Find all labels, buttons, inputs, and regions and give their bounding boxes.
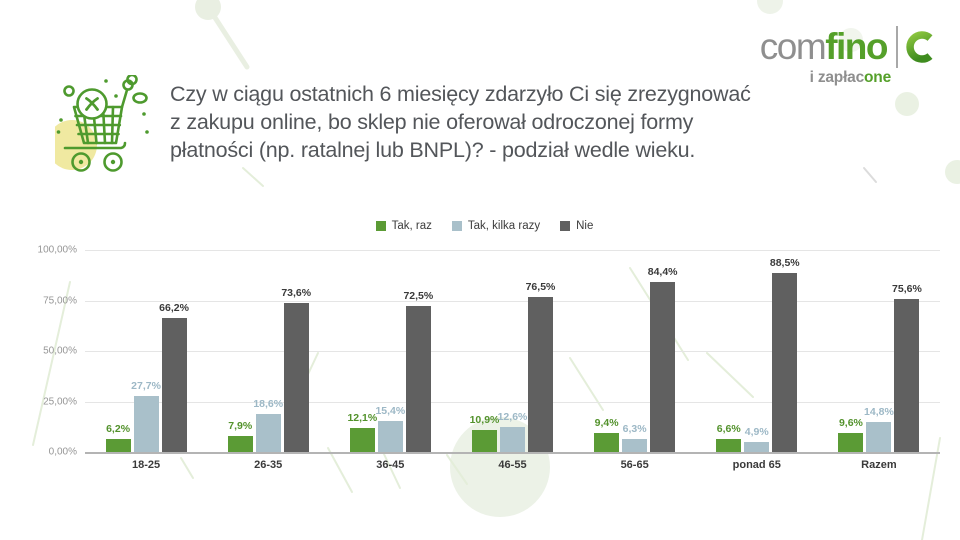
bar-group: 9,4% 6,3% 84,4% 56-65 (574, 250, 696, 471)
x-axis-label: 18-25 (132, 459, 161, 471)
bar-tak-kilka-razy: 4,9% (744, 426, 770, 452)
bar-tak-kilka-razy: 18,6% (253, 398, 283, 452)
shopping-cart-x-icon (47, 73, 149, 172)
bar-tak-raz: 9,4% (594, 417, 620, 452)
logo-text-green: fino (825, 26, 888, 67)
bar-value-label: 73,6% (281, 287, 312, 300)
x-axis-label: 26-35 (254, 459, 283, 471)
legend-item: Tak, kilka razy (451, 220, 541, 232)
chart-legend: Tak, raz Tak, kilka razy Nie (57, 220, 912, 232)
legend-label: Tak, raz (391, 220, 432, 232)
bar-value-label: 15,4% (375, 404, 406, 417)
gridline (85, 250, 940, 251)
bar-value-label: 76,5% (525, 281, 556, 294)
bar-groups: 6,2% 27,7% 66,2% 18-25 7,9% 18,6% 73,6% 26-35 12… (85, 250, 940, 471)
bar-chart-plot-area: Tak, raz Tak, kilka razy Nie 100,00% 75,00%… (38, 220, 940, 471)
x-axis-label: 46-55 (498, 459, 527, 471)
bar-group: 9,6% 14,8% 75,6% Razem (818, 250, 940, 471)
bar-tak-raz: 10,9% (470, 414, 499, 452)
bar-tak-raz: 9,6% (838, 417, 864, 452)
bar-tak-kilka-razy: 27,7% (131, 380, 161, 452)
bar-value-label: 88,5% (769, 257, 800, 270)
bar-value-label: 7,9% (228, 420, 253, 433)
bar-value-label: 9,4% (594, 417, 619, 430)
y-tick-label: 100,00% (37, 244, 77, 256)
bar-nie: 66,2% (159, 302, 189, 452)
bar-value-label: 84,4% (647, 265, 678, 278)
bar-group: 7,9% 18,6% 73,6% 26-35 (207, 250, 329, 471)
page-title: Czy w ciągu ostatnich 6 miesięcy zdarzył… (170, 80, 751, 164)
bar-value-label: 10,9% (469, 413, 500, 426)
tagline-text-green: one (864, 69, 891, 86)
y-tick-label: 0,00% (48, 446, 77, 458)
legend-swatch (560, 221, 571, 231)
legend-item: Nie (560, 220, 593, 232)
bar-nie: 75,6% (892, 283, 922, 452)
bar-value-label: 12,6% (497, 410, 528, 423)
bar-value-label: 4,9% (744, 426, 769, 439)
comfino-c-mark-icon (906, 31, 933, 63)
bar-value-label: 27,7% (131, 380, 161, 393)
legend-swatch (375, 221, 386, 231)
bar-value-label: 9,6% (838, 416, 863, 429)
title-line-3: płatności (np. ratalnej lub BNPL)? - pod… (170, 138, 696, 162)
legend-label: Tak, kilka razy (467, 220, 541, 232)
x-axis-label: Razem (861, 459, 897, 471)
bar-value-label: 12,1% (347, 411, 378, 424)
bar-tak-raz: 6,2% (105, 423, 131, 452)
bar-tak-kilka-razy: 15,4% (375, 405, 405, 452)
logo-text-gray: com (759, 26, 827, 67)
gridline (85, 351, 940, 352)
logo-tagline: i zapłacone (760, 69, 935, 87)
y-tick-label: 75,00% (43, 295, 77, 306)
bar-nie: 72,5% (403, 290, 433, 452)
bar-tak-kilka-razy: 6,3% (622, 423, 648, 452)
gridline (85, 300, 940, 302)
legend-item: Tak, raz (375, 220, 432, 232)
bar-tak-kilka-razy: 14,8% (864, 406, 894, 452)
bar-group: 12,1% 15,4% 72,5% 36-45 (329, 250, 451, 471)
comfino-logo: com fino i zapłacone (760, 26, 935, 87)
bar-nie: 88,5% (770, 257, 800, 452)
bar-value-label: 6,6% (716, 422, 741, 435)
legend-swatch (451, 221, 462, 231)
bar-tak-raz: 7,9% (227, 420, 253, 452)
x-axis-label: 56-65 (620, 459, 649, 471)
bar-group: 6,6% 4,9% 88,5% ponad 65 (696, 250, 818, 471)
bar-group: 10,9% 12,6% 76,5% 46-55 (451, 250, 573, 471)
bar-tak-raz: 6,6% (716, 423, 742, 452)
bar-nie: 73,6% (281, 287, 311, 452)
bar-value-label: 75,6% (892, 283, 922, 296)
title-line-1: Czy w ciągu ostatnich 6 miesięcy zdarzył… (170, 82, 751, 106)
bar-tak-kilka-razy: 12,6% (498, 411, 527, 452)
legend-label: Nie (576, 220, 594, 232)
bar-value-label: 6,3% (622, 423, 647, 436)
bar-value-label: 66,2% (159, 302, 189, 315)
bar-group: 6,2% 27,7% 66,2% 18-25 (85, 250, 207, 471)
y-tick-label: 25,00% (43, 396, 77, 407)
bar-nie: 76,5% (526, 281, 555, 452)
bar-value-label: 14,8% (864, 406, 894, 419)
tagline-text-gray: i zapłac (809, 69, 865, 86)
title-line-2: z zakupu online, bo sklep nie oferował o… (170, 110, 694, 134)
bar-value-label: 6,2% (106, 423, 131, 436)
bar-value-label: 72,5% (403, 289, 434, 302)
logo-divider (896, 26, 898, 68)
x-axis-label: 36-45 (376, 459, 405, 471)
gridline (85, 401, 940, 403)
x-axis-label: ponad 65 (732, 459, 781, 471)
bar-tak-raz: 12,1% (347, 412, 377, 452)
bar-nie: 84,4% (648, 266, 678, 452)
cart-cancel-illustration (47, 73, 185, 187)
y-tick-label: 50,00% (43, 345, 77, 357)
bar-value-label: 18,6% (253, 398, 284, 411)
